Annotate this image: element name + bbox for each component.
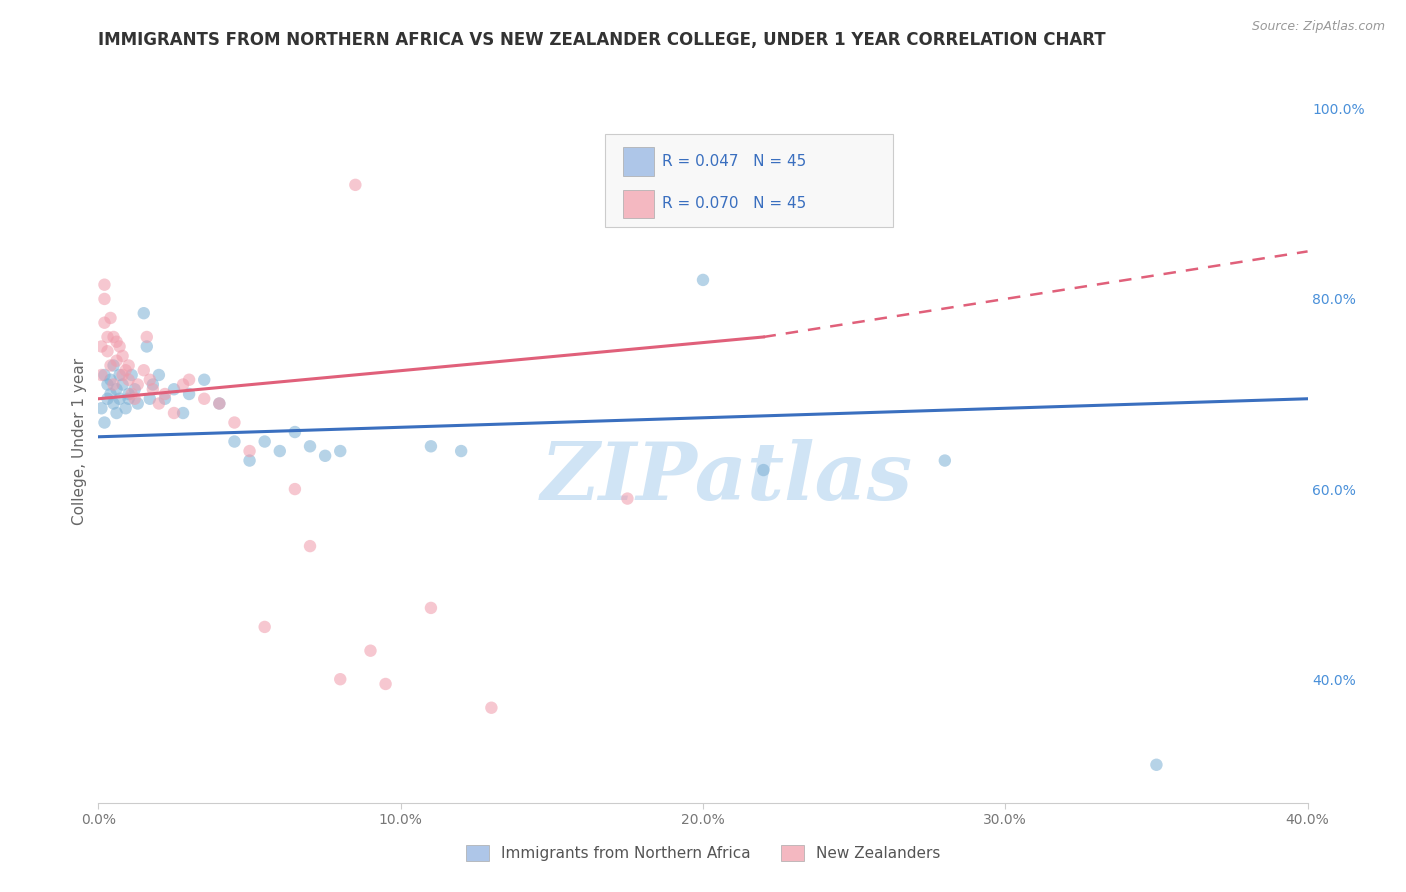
Point bbox=[105, 334, 128, 349]
Point bbox=[96, 344, 118, 359]
Point bbox=[752, 463, 775, 477]
Point bbox=[153, 392, 176, 406]
Point bbox=[329, 444, 352, 458]
Point bbox=[103, 377, 125, 392]
Point bbox=[96, 377, 118, 392]
Point bbox=[148, 368, 170, 382]
Point bbox=[90, 401, 112, 416]
Point bbox=[329, 672, 352, 686]
Point bbox=[121, 368, 143, 382]
Point bbox=[103, 330, 125, 344]
Point bbox=[934, 453, 956, 467]
Point bbox=[179, 373, 201, 387]
Legend: Immigrants from Northern Africa, New Zealanders: Immigrants from Northern Africa, New Zea… bbox=[460, 839, 946, 867]
Point bbox=[374, 677, 396, 691]
Point bbox=[114, 401, 136, 416]
Point bbox=[420, 439, 443, 453]
Point bbox=[103, 396, 125, 410]
Point bbox=[284, 425, 307, 439]
Point bbox=[142, 382, 165, 396]
Point bbox=[118, 373, 141, 387]
Point bbox=[118, 359, 141, 373]
Point bbox=[96, 330, 118, 344]
Point bbox=[299, 539, 322, 553]
Point bbox=[420, 601, 443, 615]
Text: ZIPatlas: ZIPatlas bbox=[541, 439, 914, 516]
Point bbox=[135, 339, 157, 353]
Point bbox=[692, 273, 714, 287]
Point bbox=[224, 434, 246, 449]
Point bbox=[118, 392, 141, 406]
Point bbox=[208, 396, 231, 410]
Point bbox=[239, 453, 262, 467]
Point bbox=[193, 392, 215, 406]
Point bbox=[193, 373, 215, 387]
Text: R = 0.047   N = 45: R = 0.047 N = 45 bbox=[662, 154, 807, 169]
Point bbox=[100, 310, 122, 325]
Point bbox=[100, 359, 122, 373]
Point bbox=[90, 339, 112, 353]
Point bbox=[314, 449, 336, 463]
Point bbox=[105, 406, 128, 420]
Point bbox=[450, 444, 472, 458]
Point bbox=[111, 349, 134, 363]
Y-axis label: College, Under 1 year: College, Under 1 year bbox=[72, 358, 87, 525]
Point bbox=[253, 434, 276, 449]
Point bbox=[224, 416, 246, 430]
Point bbox=[108, 339, 131, 353]
Point bbox=[127, 377, 149, 392]
Point bbox=[105, 353, 128, 368]
Point bbox=[299, 439, 322, 453]
Point bbox=[172, 377, 194, 392]
Point bbox=[142, 377, 165, 392]
Point bbox=[148, 396, 170, 410]
Text: R = 0.070   N = 45: R = 0.070 N = 45 bbox=[662, 196, 807, 211]
Point bbox=[481, 700, 503, 714]
Point bbox=[121, 387, 143, 401]
Point bbox=[108, 368, 131, 382]
Point bbox=[96, 392, 118, 406]
Point bbox=[93, 277, 115, 292]
Point bbox=[163, 382, 186, 396]
Point bbox=[93, 292, 115, 306]
Point bbox=[100, 387, 122, 401]
Point bbox=[108, 392, 131, 406]
Point bbox=[269, 444, 291, 458]
Point bbox=[90, 368, 112, 382]
Point bbox=[135, 330, 157, 344]
Point bbox=[284, 482, 307, 496]
Point bbox=[132, 306, 155, 320]
Point bbox=[172, 406, 194, 420]
Point bbox=[100, 373, 122, 387]
Point bbox=[124, 382, 146, 396]
Point bbox=[111, 368, 134, 382]
Point bbox=[179, 387, 201, 401]
Text: IMMIGRANTS FROM NORTHERN AFRICA VS NEW ZEALANDER COLLEGE, UNDER 1 YEAR CORRELATI: IMMIGRANTS FROM NORTHERN AFRICA VS NEW Z… bbox=[98, 31, 1107, 49]
Point bbox=[360, 643, 382, 657]
Point bbox=[124, 392, 146, 406]
Point bbox=[344, 178, 367, 192]
Point bbox=[139, 392, 162, 406]
Point bbox=[93, 416, 115, 430]
Point bbox=[127, 396, 149, 410]
Point bbox=[239, 444, 262, 458]
Point bbox=[114, 363, 136, 377]
Point bbox=[103, 359, 125, 373]
Point bbox=[153, 387, 176, 401]
Point bbox=[105, 382, 128, 396]
Point bbox=[1144, 757, 1167, 772]
Point bbox=[208, 396, 231, 410]
Point bbox=[139, 373, 162, 387]
Point bbox=[616, 491, 638, 506]
Point bbox=[93, 368, 115, 382]
Point bbox=[132, 363, 155, 377]
Point bbox=[111, 377, 134, 392]
Point bbox=[93, 316, 115, 330]
Text: Source: ZipAtlas.com: Source: ZipAtlas.com bbox=[1251, 20, 1385, 33]
Point bbox=[253, 620, 276, 634]
Point bbox=[118, 387, 141, 401]
Point bbox=[163, 406, 186, 420]
